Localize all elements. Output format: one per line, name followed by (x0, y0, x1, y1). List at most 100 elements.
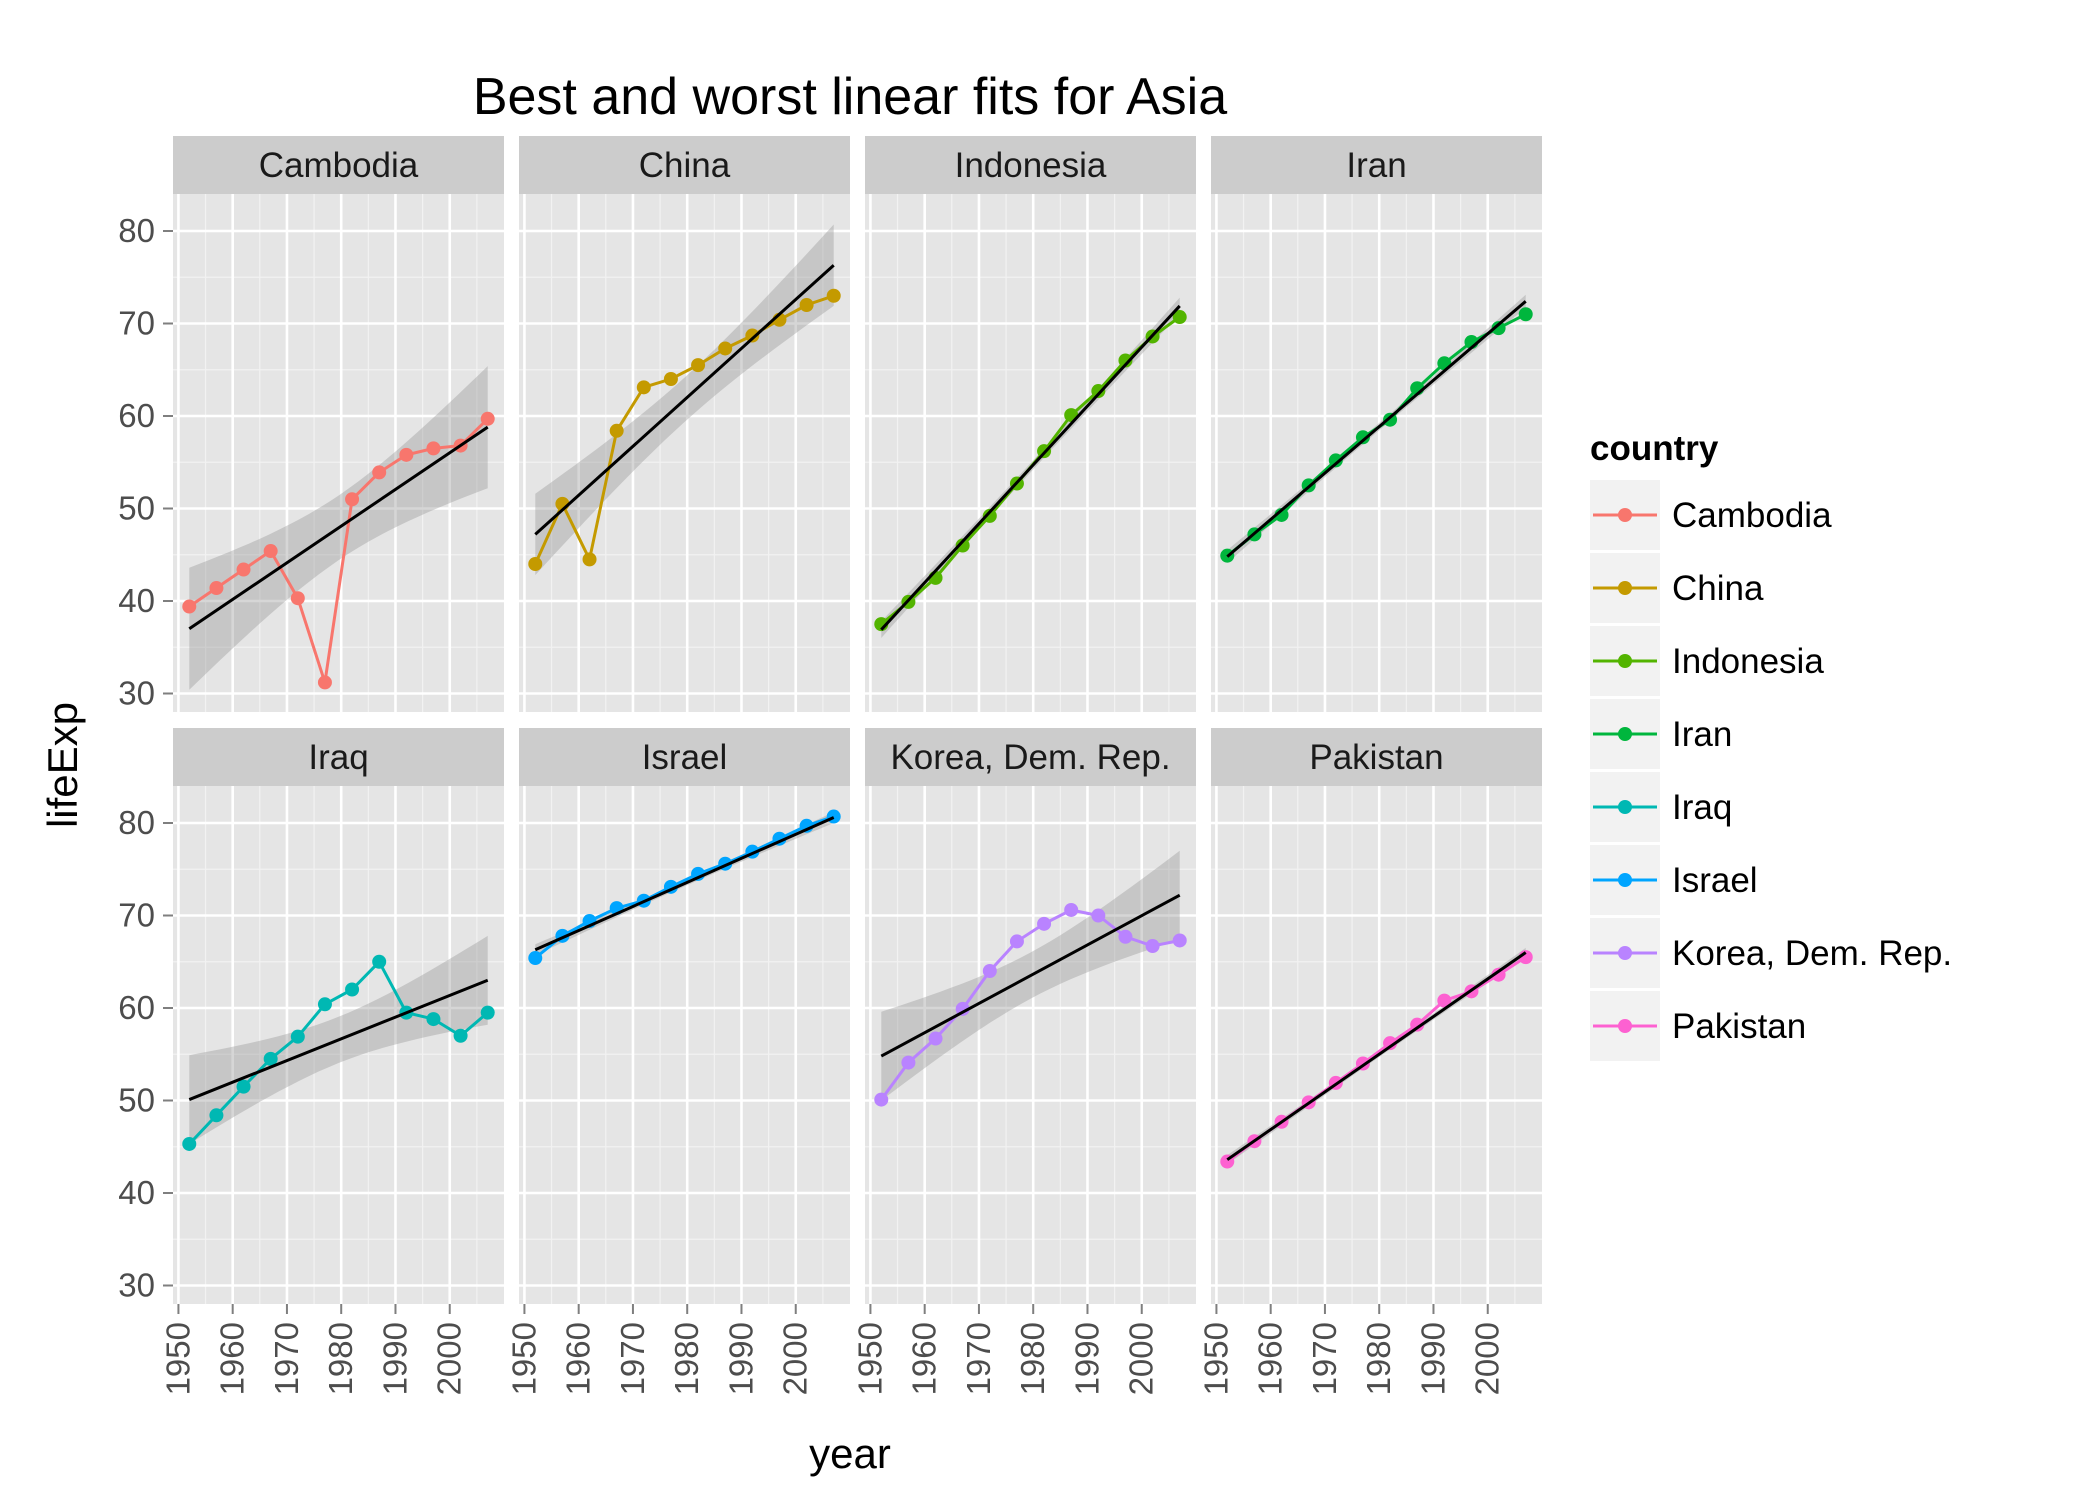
plot-background-indonesia (865, 194, 1196, 712)
data-point-china-1992 (745, 328, 760, 343)
x-tick-label: 1950 (1197, 1322, 1234, 1395)
data-point-indonesia-1967 (955, 538, 970, 553)
data-point-china-1962 (582, 552, 597, 567)
legend-label-iraq: Iraq (1672, 788, 1732, 827)
data-point-iran-1972 (1328, 453, 1343, 468)
x-tick-label: 1960 (906, 1322, 943, 1395)
y-tick-label: 30 (118, 1267, 155, 1304)
y-tick-label: 70 (118, 897, 155, 934)
strip-indonesia (865, 136, 1196, 194)
x-tick-label: 2000 (431, 1322, 468, 1395)
facet-panels: Cambodia China Indonesia Iran Iraq Israel Kore… (173, 136, 1542, 1304)
strip-label-iran: Iran (1346, 146, 1406, 185)
panel-israel: Israel (519, 728, 850, 1304)
x-tick-label: 1970 (960, 1322, 997, 1395)
x-tick-label: 1960 (1252, 1322, 1289, 1395)
x-tick-label: 1950 (505, 1322, 542, 1395)
x-tick-label: 1990 (1068, 1322, 1105, 1395)
data-point-cambodia-1967 (263, 544, 278, 559)
strip-label-china: China (639, 146, 731, 185)
legend-key-point-israel (1618, 873, 1632, 887)
fit-line-iraq (188, 978, 489, 1101)
strip-label-indonesia: Indonesia (955, 146, 1107, 185)
data-point-iran-1977 (1355, 430, 1370, 445)
legend-key-point-china (1618, 581, 1632, 595)
data-point-indonesia-1992 (1091, 384, 1106, 399)
data-point-israel-2007 (826, 809, 841, 824)
y-tick-label: 40 (118, 1174, 155, 1211)
strip-iran (1211, 136, 1542, 194)
strip-cambodia (173, 136, 504, 194)
x-tick-label: 1980 (1360, 1322, 1397, 1395)
data-point-iraq-1977 (317, 997, 332, 1012)
strip-label-pakistan: Pakistan (1309, 738, 1443, 777)
data-point-korea-dem-rep-1957 (901, 1055, 916, 1070)
strip-korea-dem-rep (865, 728, 1196, 786)
x-tick-label: 1970 (268, 1322, 305, 1395)
data-point-indonesia-1972 (982, 508, 997, 523)
y-axes: 30 40 50 60 70 80 30 40 50 60 70 80 (118, 212, 173, 1304)
data-point-cambodia-1952 (182, 599, 197, 614)
strip-pakistan (1211, 728, 1542, 786)
x-tick-label: 1960 (560, 1322, 597, 1395)
y-tick-label: 60 (118, 397, 155, 434)
legend-label-cambodia: Cambodia (1672, 496, 1832, 535)
data-point-iran-2002 (1491, 321, 1506, 336)
data-point-korea-dem-rep-1962 (928, 1031, 943, 1046)
data-point-pakistan-2002 (1491, 967, 1506, 982)
legend-label-indonesia: Indonesia (1672, 642, 1824, 681)
strip-label-israel: Israel (642, 738, 728, 777)
panel-iraq: Iraq (173, 728, 504, 1304)
data-point-korea-dem-rep-1997 (1118, 929, 1133, 944)
fit-line-korea-dem-rep (880, 893, 1181, 1058)
data-point-china-1967 (609, 423, 624, 438)
legend-key-point-cambodia (1618, 508, 1632, 522)
data-point-cambodia-2007 (480, 411, 495, 426)
strip-label-iraq: Iraq (308, 738, 368, 777)
panel-china: China (519, 136, 850, 712)
panel-korea-dem-rep: Korea, Dem. Rep. (865, 728, 1196, 1304)
data-point-cambodia-1962 (236, 562, 251, 577)
data-point-iraq-1997 (426, 1012, 441, 1027)
fit-line-pakistan (1226, 951, 1527, 1161)
x-tick-label: 2000 (777, 1322, 814, 1395)
chart-title: Best and worst linear fits for Asia (473, 68, 1227, 126)
fit-line-china (534, 264, 835, 536)
data-point-iraq-1967 (263, 1051, 278, 1066)
legend-key-point-korea-dem-rep (1618, 946, 1632, 960)
data-point-indonesia-1997 (1118, 353, 1133, 368)
fit-line-indonesia (880, 304, 1181, 631)
y-tick-label: 80 (118, 212, 155, 249)
data-point-cambodia-1957 (209, 581, 224, 596)
y-tick-label: 60 (118, 989, 155, 1026)
legend-key-point-indonesia (1618, 654, 1632, 668)
data-point-cambodia-1997 (426, 441, 441, 456)
data-point-cambodia-1972 (290, 591, 305, 606)
strip-china (519, 136, 850, 194)
y-tick-label: 30 (118, 675, 155, 712)
data-point-korea-dem-rep-1982 (1037, 916, 1052, 931)
fit-line-cambodia (188, 425, 489, 630)
strip-israel (519, 728, 850, 786)
panel-indonesia: Indonesia (865, 136, 1196, 712)
data-point-china-1972 (636, 380, 651, 395)
data-point-iraq-1987 (372, 954, 387, 969)
data-point-korea-dem-rep-1977 (1009, 934, 1024, 949)
legend-key-point-iraq (1618, 800, 1632, 814)
data-point-korea-dem-rep-2002 (1145, 939, 1160, 954)
data-point-korea-dem-rep-1952 (874, 1092, 889, 1107)
y-tick-label: 40 (118, 582, 155, 619)
data-point-china-2002 (799, 298, 814, 312)
legend-label-china: China (1672, 569, 1764, 608)
y-tick-label: 50 (118, 1082, 155, 1119)
y-tick-label: 50 (118, 490, 155, 527)
strip-iraq (173, 728, 504, 786)
data-point-cambodia-1987 (372, 465, 387, 480)
panel-iran: Iran (1211, 136, 1542, 712)
strip-label-cambodia: Cambodia (259, 146, 419, 185)
data-point-iran-2007 (1518, 307, 1533, 322)
data-point-iraq-1957 (209, 1108, 224, 1123)
data-point-china-1987 (718, 341, 733, 356)
data-point-iraq-1952 (182, 1136, 197, 1151)
data-point-korea-dem-rep-2007 (1172, 933, 1187, 948)
